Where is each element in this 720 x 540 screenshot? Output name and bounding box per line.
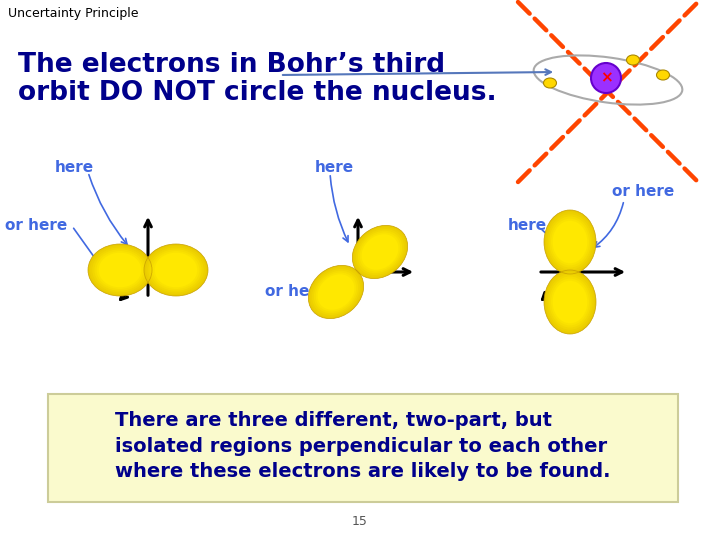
Ellipse shape: [547, 214, 593, 270]
Ellipse shape: [352, 225, 408, 279]
Ellipse shape: [358, 231, 402, 273]
Ellipse shape: [92, 247, 148, 293]
Ellipse shape: [553, 221, 588, 264]
Ellipse shape: [360, 232, 400, 272]
Ellipse shape: [553, 281, 588, 323]
Ellipse shape: [146, 246, 206, 294]
Ellipse shape: [90, 246, 150, 294]
Ellipse shape: [626, 55, 639, 65]
Text: here: here: [508, 218, 547, 233]
Ellipse shape: [310, 267, 362, 317]
Ellipse shape: [150, 249, 202, 291]
Ellipse shape: [544, 210, 596, 274]
Ellipse shape: [546, 272, 594, 332]
Ellipse shape: [361, 234, 398, 270]
Text: ×: ×: [600, 71, 613, 85]
Text: here: here: [55, 160, 94, 176]
Text: 15: 15: [352, 515, 368, 528]
Text: or here: or here: [5, 219, 67, 233]
Ellipse shape: [356, 229, 404, 275]
Ellipse shape: [354, 227, 406, 277]
Ellipse shape: [315, 273, 356, 312]
FancyBboxPatch shape: [48, 394, 678, 502]
Ellipse shape: [591, 63, 621, 93]
Text: orbit DO NOT circle the nucleus.: orbit DO NOT circle the nucleus.: [18, 80, 497, 106]
Ellipse shape: [308, 265, 364, 319]
Ellipse shape: [544, 78, 557, 88]
Ellipse shape: [549, 217, 591, 268]
Text: The electrons in Bohr’s third: The electrons in Bohr’s third: [18, 52, 445, 78]
Ellipse shape: [549, 276, 591, 328]
Ellipse shape: [546, 212, 594, 272]
Text: Uncertainty Principle: Uncertainty Principle: [8, 7, 138, 20]
Ellipse shape: [99, 253, 141, 287]
Text: here: here: [315, 160, 354, 176]
Ellipse shape: [657, 70, 670, 80]
Ellipse shape: [94, 249, 145, 291]
Ellipse shape: [312, 269, 360, 315]
Text: There are three different, two-part, but
isolated regions perpendicular to each : There are three different, two-part, but…: [115, 411, 611, 481]
Ellipse shape: [88, 244, 152, 296]
Ellipse shape: [318, 274, 354, 310]
Ellipse shape: [551, 279, 589, 326]
Ellipse shape: [544, 270, 596, 334]
Ellipse shape: [96, 251, 143, 289]
Ellipse shape: [148, 247, 204, 293]
Ellipse shape: [153, 251, 199, 289]
Ellipse shape: [547, 274, 593, 330]
Ellipse shape: [144, 244, 208, 296]
Ellipse shape: [551, 219, 589, 266]
Ellipse shape: [314, 271, 358, 313]
Text: or here: or here: [612, 185, 674, 199]
Text: or here: or here: [265, 285, 328, 300]
Ellipse shape: [155, 253, 197, 287]
